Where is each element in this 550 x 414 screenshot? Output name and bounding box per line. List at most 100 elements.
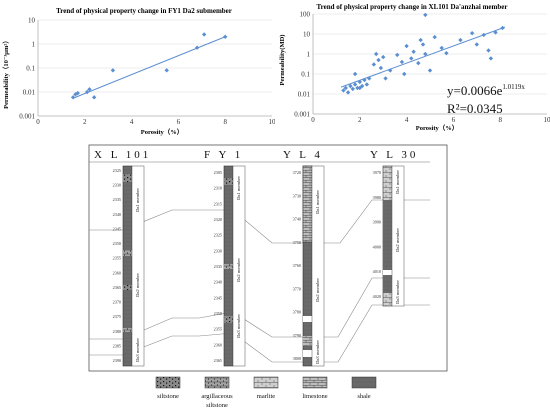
y-tick-label: 10 bbox=[28, 17, 36, 25]
depth-label: 2335 bbox=[214, 264, 222, 269]
depth-label: 2365 bbox=[214, 358, 222, 363]
member-label: Da1 member bbox=[315, 190, 320, 214]
data-point bbox=[420, 42, 426, 47]
data-point bbox=[381, 54, 386, 60]
trendline bbox=[340, 26, 506, 88]
data-point bbox=[444, 50, 449, 56]
data-point bbox=[376, 57, 381, 63]
well-name-xl101: X L 101 bbox=[94, 149, 151, 161]
data-point bbox=[362, 77, 367, 83]
data-point bbox=[345, 90, 351, 95]
data-point bbox=[357, 85, 362, 91]
member-label: Da3 member bbox=[395, 280, 400, 304]
depth-label: 2325 bbox=[214, 233, 222, 238]
member-label: Da3 member bbox=[135, 338, 140, 362]
data-point bbox=[378, 65, 384, 71]
depth-label: 2310 bbox=[214, 186, 222, 191]
depth-label: 2345 bbox=[214, 295, 222, 300]
data-point bbox=[73, 92, 78, 97]
depth-label: 2365 bbox=[113, 285, 121, 290]
data-point bbox=[416, 60, 421, 66]
depth-label: 3720 bbox=[293, 170, 301, 175]
depth-label: 2325 bbox=[113, 168, 121, 173]
legend-label: limestone bbox=[302, 393, 327, 400]
data-point bbox=[364, 82, 370, 87]
data-point bbox=[75, 90, 80, 96]
data-point bbox=[388, 68, 393, 73]
depth-label: 2350 bbox=[113, 241, 121, 246]
data-point bbox=[427, 68, 433, 73]
x-tick-label: 8 bbox=[223, 118, 227, 126]
data-point bbox=[395, 52, 400, 58]
trendline-segment bbox=[340, 26, 506, 88]
data-point bbox=[357, 79, 362, 85]
well-name-yl30: Y L 30 bbox=[370, 149, 418, 161]
member-label: Da2 member bbox=[236, 258, 241, 282]
tick-labels: 0.001 0.01 0.1 1 10 100 0 2 4 6 8 10 bbox=[294, 11, 550, 125]
y-tick-label: 0.1 bbox=[301, 71, 310, 79]
legend-swatch-siltstone bbox=[155, 376, 181, 389]
depth-label: 2360 bbox=[113, 270, 121, 275]
grid bbox=[312, 13, 547, 115]
depth-label: 3740 bbox=[293, 217, 301, 222]
data-points bbox=[341, 12, 505, 95]
depth-label: 2385 bbox=[113, 343, 121, 348]
y-tick-label: 1 bbox=[307, 51, 311, 59]
member-label: Da1 member bbox=[236, 176, 241, 200]
depth-label: 3970 bbox=[373, 170, 381, 175]
depth-label: 2375 bbox=[113, 314, 121, 319]
y-tick-label: 10 bbox=[303, 31, 311, 39]
depth-label: 4020 bbox=[373, 294, 381, 299]
depth-label: 3770 bbox=[293, 286, 301, 291]
x-tick-label: 0 bbox=[36, 118, 40, 126]
trendline-segment bbox=[72, 36, 226, 99]
grid bbox=[37, 19, 272, 117]
depth-label: 3780 bbox=[293, 310, 301, 315]
member-label: Da3 member bbox=[315, 340, 320, 364]
member-label: Da2 member bbox=[395, 228, 400, 252]
data-point bbox=[84, 89, 90, 95]
y-tick-label: 0.01 bbox=[298, 91, 311, 99]
legend-label: marlite bbox=[257, 393, 276, 400]
data-point bbox=[383, 76, 388, 81]
data-point bbox=[423, 12, 428, 18]
well-name-fy1: F Y 1 bbox=[204, 149, 243, 161]
data-point bbox=[411, 49, 416, 54]
depth-label: 4010 bbox=[373, 269, 381, 274]
legend-swatch-limestone bbox=[302, 376, 328, 389]
data-points bbox=[70, 32, 228, 100]
depth-label: 2330 bbox=[113, 183, 121, 188]
depth-label: 2360 bbox=[214, 342, 222, 347]
depth-label: 2340 bbox=[214, 280, 222, 285]
depth-label: 2390 bbox=[113, 358, 121, 363]
y-tick-label: 1 bbox=[32, 41, 36, 49]
data-point bbox=[493, 30, 498, 35]
data-point bbox=[481, 32, 487, 38]
x-tick-label: 10 bbox=[544, 116, 550, 124]
data-point bbox=[348, 83, 353, 89]
y-tick-label: 0.01 bbox=[23, 89, 36, 97]
legend-label: argillaceous bbox=[201, 393, 233, 400]
member-label: Da1 member bbox=[395, 170, 400, 194]
depth-label: 4000 bbox=[373, 244, 381, 249]
y-axis-label: Permeability（10⁻³μm²） bbox=[2, 37, 10, 109]
well-column-yl30: 3970 3980 3990 4000 4010 4020 Da1 member Da2 … bbox=[373, 165, 405, 307]
x-tick-label: 0 bbox=[311, 116, 315, 124]
depth-label: 3800 bbox=[293, 356, 301, 361]
data-point bbox=[486, 48, 491, 53]
data-point bbox=[343, 85, 348, 91]
member-label: Da2 member bbox=[135, 273, 140, 297]
well-column-fy1: 2305 2310 2315 2320 2325 2330 2335 2340 2345 2350… bbox=[214, 165, 246, 367]
data-point bbox=[371, 62, 377, 67]
data-point bbox=[366, 76, 372, 81]
data-point bbox=[432, 34, 437, 40]
data-point bbox=[223, 34, 228, 39]
depth-label: 3750 bbox=[293, 240, 301, 245]
depth-label: 2370 bbox=[113, 300, 121, 305]
data-point bbox=[404, 43, 409, 49]
x-tick-label: 10 bbox=[269, 118, 276, 126]
depth-label: 2330 bbox=[214, 248, 222, 253]
well-column-yl4: 3720 3730 3740 3750 3760 3770 3780 3790 3800 Da1… bbox=[293, 165, 325, 367]
y-tick-label: 100 bbox=[300, 11, 311, 19]
member-label: Da2 member bbox=[315, 278, 320, 302]
